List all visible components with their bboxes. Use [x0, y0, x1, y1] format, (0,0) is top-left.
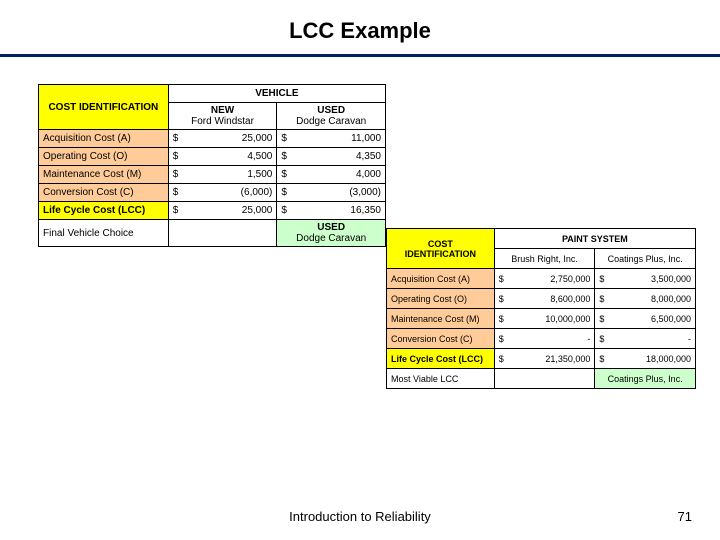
col-used-top: USED — [281, 105, 381, 116]
val: 8,600,000 — [550, 294, 590, 304]
page-number: 71 — [678, 509, 692, 524]
val: 18,000,000 — [646, 354, 691, 364]
cell: $4,350 — [277, 148, 386, 166]
val: 4,500 — [247, 151, 272, 162]
paint-system-table: COST IDENTIFICATION PAINT SYSTEM Brush R… — [386, 228, 696, 389]
cell: $4,500 — [168, 148, 277, 166]
table-row: Acquisition Cost (A) $25,000 $11,000 — [39, 130, 386, 148]
row-label: Maintenance Cost (M) — [39, 166, 169, 184]
lcc-v2: $18,000,000 — [595, 349, 696, 369]
row-label: Operating Cost (O) — [387, 289, 495, 309]
vehicle-table: COST IDENTIFICATION VEHICLE NEW Ford Win… — [38, 84, 386, 247]
val: 21,350,000 — [545, 354, 590, 364]
final-label: Final Vehicle Choice — [39, 220, 169, 247]
row-label: Conversion Cost (C) — [39, 184, 169, 202]
cell: $10,000,000 — [494, 309, 595, 329]
table-row: Operating Cost (O) $8,600,000 $8,000,000 — [387, 289, 696, 309]
cost-id-header: COST IDENTIFICATION — [39, 85, 169, 130]
viable-row: Most Viable LCC Coatings Plus, Inc. — [387, 369, 696, 389]
footer-text: Introduction to Reliability — [0, 509, 720, 524]
lcc-row: Life Cycle Cost (LCC) $25,000 $16,350 — [39, 202, 386, 220]
slide: LCC Example COST IDENTIFICATION VEHICLE … — [0, 0, 720, 540]
cell: $8,600,000 — [494, 289, 595, 309]
val: (3,000) — [349, 187, 381, 198]
col-coatings: Coatings Plus, Inc. — [595, 249, 696, 269]
val: (6,000) — [241, 187, 273, 198]
table-row: Maintenance Cost (M) $10,000,000 $6,500,… — [387, 309, 696, 329]
col-new: NEW Ford Windstar — [168, 103, 277, 130]
val: 4,350 — [356, 151, 381, 162]
col-used-bot: Dodge Caravan — [281, 116, 381, 127]
row-label: Acquisition Cost (A) — [387, 269, 495, 289]
cell: $- — [595, 329, 696, 349]
row-label: Acquisition Cost (A) — [39, 130, 169, 148]
cell: $3,500,000 — [595, 269, 696, 289]
lcc-v2: $16,350 — [277, 202, 386, 220]
table-row: Maintenance Cost (M) $1,500 $4,000 — [39, 166, 386, 184]
row-label: Maintenance Cost (M) — [387, 309, 495, 329]
lcc-label: Life Cycle Cost (LCC) — [387, 349, 495, 369]
val: - — [587, 334, 590, 344]
cell: $- — [494, 329, 595, 349]
final-bot: Dodge Caravan — [281, 233, 381, 244]
val: 16,350 — [350, 205, 381, 216]
final-choice: USED Dodge Caravan — [277, 220, 386, 247]
cell: $(6,000) — [168, 184, 277, 202]
cell: $6,500,000 — [595, 309, 696, 329]
col-brush: Brush Right, Inc. — [494, 249, 595, 269]
lcc-v1: $21,350,000 — [494, 349, 595, 369]
cell: $8,000,000 — [595, 289, 696, 309]
cell: $2,750,000 — [494, 269, 595, 289]
cell: $1,500 — [168, 166, 277, 184]
val: 2,750,000 — [550, 274, 590, 284]
table-row: Conversion Cost (C) $- $- — [387, 329, 696, 349]
vehicle-header: VEHICLE — [168, 85, 385, 103]
lcc-v1: $25,000 — [168, 202, 277, 220]
val: 3,500,000 — [651, 274, 691, 284]
final-top: USED — [281, 222, 381, 233]
cell: $25,000 — [168, 130, 277, 148]
table-row: Operating Cost (O) $4,500 $4,350 — [39, 148, 386, 166]
cell: $4,000 — [277, 166, 386, 184]
col-used: USED Dodge Caravan — [277, 103, 386, 130]
val: 11,000 — [351, 133, 381, 144]
row-label: Conversion Cost (C) — [387, 329, 495, 349]
title-rule — [0, 54, 720, 57]
row-label: Operating Cost (O) — [39, 148, 169, 166]
val: 10,000,000 — [545, 314, 590, 324]
viable-value: Coatings Plus, Inc. — [595, 369, 696, 389]
lcc-label: Life Cycle Cost (LCC) — [39, 202, 169, 220]
paint-system-header: PAINT SYSTEM — [494, 229, 695, 249]
page-title: LCC Example — [0, 18, 720, 44]
val: 1,500 — [247, 169, 272, 180]
val: 25,000 — [242, 133, 273, 144]
cost-id-header: COST IDENTIFICATION — [387, 229, 495, 269]
col-new-top: NEW — [173, 105, 273, 116]
table-row: Conversion Cost (C) $(6,000) $(3,000) — [39, 184, 386, 202]
viable-label: Most Viable LCC — [387, 369, 495, 389]
val: 8,000,000 — [651, 294, 691, 304]
lcc-row: Life Cycle Cost (LCC) $21,350,000 $18,00… — [387, 349, 696, 369]
val: 4,000 — [356, 169, 381, 180]
cell: $11,000 — [277, 130, 386, 148]
final-row: Final Vehicle Choice USED Dodge Caravan — [39, 220, 386, 247]
col-new-bot: Ford Windstar — [173, 116, 273, 127]
table-row: Acquisition Cost (A) $2,750,000 $3,500,0… — [387, 269, 696, 289]
cell: $(3,000) — [277, 184, 386, 202]
val: 6,500,000 — [651, 314, 691, 324]
val: - — [688, 334, 691, 344]
val: 25,000 — [242, 205, 273, 216]
